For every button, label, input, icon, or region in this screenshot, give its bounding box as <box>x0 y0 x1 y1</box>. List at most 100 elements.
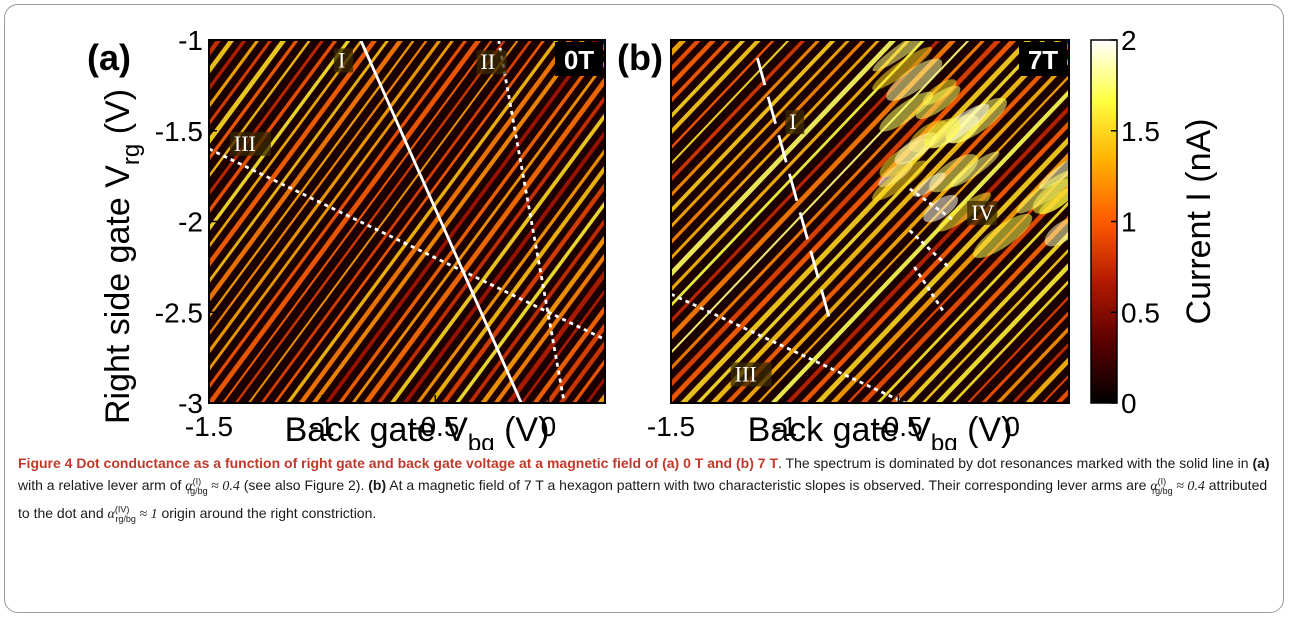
caption-fragment: (a) <box>1252 455 1270 471</box>
caption-fragment: α <box>107 507 115 523</box>
caption-fragment: ≈ 0.4 <box>207 479 240 495</box>
annotation-line-extra-3 <box>908 229 950 268</box>
caption-title: Figure 4 Dot conductance as a function o… <box>18 455 778 471</box>
caption-fragment: α <box>1150 479 1158 495</box>
plot-frame <box>670 39 1070 404</box>
annotation-label-I: I <box>789 109 796 134</box>
x-tick-label: -1 <box>772 411 797 442</box>
y-tick-label: -1 <box>178 25 203 56</box>
bright-blob <box>1044 217 1069 247</box>
colorbar-tick-label: 2 <box>1121 25 1137 56</box>
bright-blob <box>879 91 934 132</box>
resonance-stripe <box>0 40 180 403</box>
resonance-stripe <box>671 40 957 341</box>
colorbar-tick-label: 0 <box>1121 388 1137 419</box>
resonance-stripe <box>209 40 482 403</box>
annotation-line-I <box>756 57 832 322</box>
panel-label: (b) <box>617 37 663 78</box>
resonance-stripe <box>1223 40 1290 403</box>
resonance-stripe <box>1041 374 1069 403</box>
x-tick-label: -0.5 <box>411 411 459 442</box>
resonance-stripe <box>671 40 775 150</box>
resonance-stripe <box>671 40 851 229</box>
colorbar-label: Current I (nA) <box>1180 119 1218 325</box>
resonance-stripe <box>325 40 598 403</box>
resonance-stripe <box>363 76 605 403</box>
bright-blob <box>872 40 935 72</box>
annotation-label-IV: IV <box>971 200 994 225</box>
bright-blob <box>950 151 1000 187</box>
annotation-label-bg <box>785 110 805 135</box>
bright-blob <box>886 58 943 101</box>
resonance-stripe <box>0 40 115 403</box>
resonance-stripe <box>209 40 429 337</box>
x-tick-label: 0 <box>1004 411 1020 442</box>
resonance-stripe <box>1253 40 1290 403</box>
resonance-stripe <box>234 40 507 403</box>
annotation-label-bg <box>229 131 271 156</box>
bright-blob <box>916 85 961 120</box>
resonance-stripe <box>545 322 605 403</box>
resonance-stripe <box>209 40 287 145</box>
resonance-stripe <box>221 40 493 403</box>
annotation-label-III: III <box>735 361 757 386</box>
resonance-stripe <box>403 129 605 403</box>
bright-blob <box>929 154 979 193</box>
colorbar-tick-label: 1 <box>1121 207 1137 238</box>
resonance-stripe <box>671 40 836 214</box>
resonance-stripe <box>209 40 312 179</box>
x-tick-label: -1.5 <box>185 411 233 442</box>
heatmap-image <box>671 40 1290 403</box>
colorbar-tick-label: 0.5 <box>1121 297 1160 328</box>
annotation-label-bg <box>730 362 772 387</box>
resonance-stripe <box>209 40 260 109</box>
y-tick-label: -3 <box>178 388 203 419</box>
resonance-stripe <box>338 42 605 403</box>
resonance-stripe <box>1238 40 1290 403</box>
bright-blob <box>872 46 933 91</box>
resonance-stripe <box>0 40 167 403</box>
resonance-stripe <box>741 57 1069 403</box>
resonance-stripe <box>671 40 866 245</box>
resonance-stripe <box>1208 40 1290 403</box>
caption-fragment: rg/bg <box>187 485 208 496</box>
caption-body: . The spectrum is dominated by dot reson… <box>18 455 1270 524</box>
resonance-stripe <box>671 40 761 136</box>
bright-blob <box>973 213 1033 259</box>
panel-label: (a) <box>87 37 131 78</box>
caption-fragment: . The spectrum is dominated by dot reson… <box>778 455 1253 471</box>
caption-fragment: (IV) <box>114 504 130 515</box>
caption-fragment: attributed to the dot and <box>18 477 1268 522</box>
resonance-stripe <box>351 60 605 403</box>
resonance-stripe <box>951 279 1069 403</box>
resonance-stripe <box>671 40 1017 403</box>
resonance-stripe <box>860 183 1069 403</box>
resonance-stripe <box>1268 40 1290 403</box>
y-tick-label: -2 <box>178 207 203 238</box>
resonance-stripe <box>455 200 605 403</box>
resonance-stripe <box>286 40 559 403</box>
caption-fragment: At a magnetic field of 7 T a hexagon pat… <box>386 477 1151 494</box>
resonance-stripe <box>209 40 455 372</box>
resonance-stripe <box>209 40 390 284</box>
resonance-stripe <box>390 112 605 403</box>
bright-blob <box>923 194 959 223</box>
annotation-label-bg <box>333 48 353 73</box>
annotation-line-III <box>208 147 606 341</box>
annotation-label-bg <box>476 50 507 75</box>
y-tick-label: -1.5 <box>155 116 203 147</box>
resonance-stripe <box>209 40 378 268</box>
resonance-stripe <box>532 304 605 403</box>
annotation-line-extra-4 <box>913 266 946 314</box>
bright-blob <box>872 160 927 201</box>
field-badge: 0T <box>564 45 594 75</box>
annotation-line-IV <box>908 187 957 223</box>
resonance-stripe <box>671 40 881 261</box>
caption-fragment: α <box>185 479 193 495</box>
resonance-stripe <box>680 40 1032 403</box>
resonance-stripe <box>209 40 442 355</box>
x-axis-label: Back gate Vbg (V) <box>285 411 550 450</box>
resonance-stripe <box>0 40 193 403</box>
resonance-stripe <box>966 295 1069 403</box>
resonance-stripe <box>298 40 573 403</box>
